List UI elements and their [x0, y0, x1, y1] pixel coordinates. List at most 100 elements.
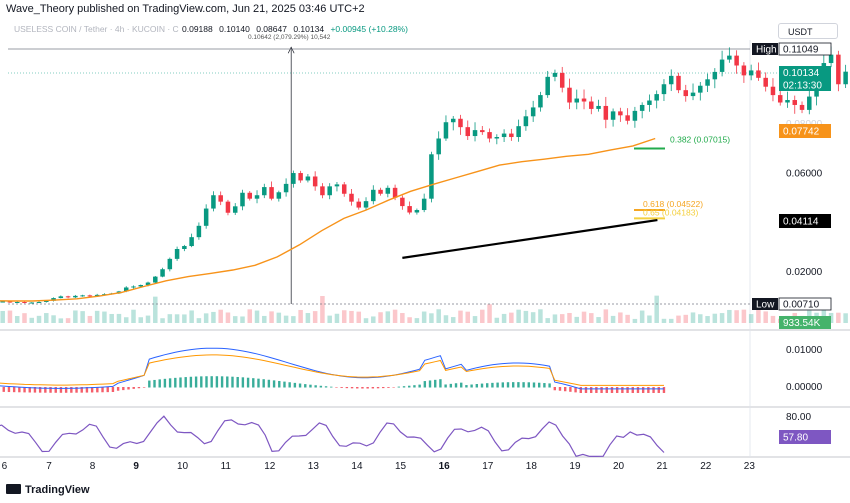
macd-histogram-bar: [402, 386, 406, 388]
x-tick-label: 7: [46, 461, 52, 472]
volume-bar: [334, 313, 340, 323]
volume-bar: [80, 311, 85, 323]
macd-histogram-bar: [345, 387, 349, 389]
trend-price-label: 0.04114: [783, 217, 819, 228]
volume-bar: [283, 315, 289, 323]
macd-histogram-bar: [168, 378, 172, 388]
macd-histogram-bar: [278, 380, 281, 388]
currency-selector[interactable]: USDT: [778, 23, 838, 39]
volume-bar: [458, 310, 463, 323]
candle: [603, 105, 609, 120]
macd-histogram-bar: [589, 387, 593, 393]
volume-bar: [799, 315, 805, 323]
macd-histogram-bar: [205, 376, 208, 388]
volume-bar: [87, 315, 93, 323]
volume-bar: [814, 312, 819, 323]
macd-histogram-bar: [298, 383, 302, 388]
candle: [218, 195, 223, 202]
measure-label: 0.10642 (2,079.29%) 10,542: [248, 34, 331, 41]
macd-histogram-bar: [428, 380, 432, 388]
candle: [211, 195, 216, 209]
volume-bar: [400, 313, 405, 323]
macd-histogram-bar: [272, 380, 276, 388]
candle: [625, 115, 630, 121]
macd-histogram-bar: [38, 387, 42, 393]
volume-bar: [443, 315, 449, 323]
candle: [836, 54, 841, 85]
macd-histogram-bar: [75, 387, 78, 393]
symbol-title[interactable]: USELESS COIN / Tether · 4h · KUCOIN · C: [14, 24, 179, 34]
volume-bar: [392, 309, 398, 323]
candle: [392, 187, 398, 198]
macd-histogram-bar: [96, 387, 99, 393]
candle: [262, 187, 267, 196]
macd-histogram-bar: [23, 387, 26, 393]
macd-histogram-bar: [179, 377, 182, 388]
macd-histogram-bar: [319, 385, 323, 388]
volume-bar: [7, 310, 13, 323]
macd-histogram-bar: [413, 385, 416, 388]
candle: [327, 186, 332, 196]
macd-histogram-bar: [158, 379, 161, 388]
volume-bar: [821, 304, 827, 323]
candle: [828, 54, 834, 64]
volume-bar: [65, 318, 71, 323]
macd-histogram-bar: [64, 387, 68, 393]
volume-bar: [836, 312, 841, 323]
rsi-value-label: 57.80: [783, 433, 808, 444]
candle: [247, 192, 253, 199]
macd-histogram-bar: [486, 383, 489, 388]
candle: [116, 291, 122, 294]
candle: [799, 104, 805, 110]
candle: [36, 302, 42, 304]
volume-bar: [705, 316, 710, 323]
macd-histogram-bar: [267, 379, 271, 388]
macd-histogram-bar: [392, 387, 395, 388]
macd-histogram-bar: [366, 387, 369, 389]
macd-histogram-bar: [506, 382, 510, 388]
candle: [414, 210, 420, 213]
volume-bar: [225, 312, 231, 323]
high-tag-bg: [752, 43, 778, 55]
macd-histogram-bar: [80, 387, 83, 393]
macd-histogram-bar: [116, 387, 120, 391]
macd-histogram-bar: [148, 380, 151, 388]
high-value-border: [778, 42, 832, 56]
candle: [770, 86, 776, 96]
high-value: 0.11049: [783, 45, 819, 56]
x-tick-label: 23: [744, 461, 756, 472]
candle: [516, 126, 521, 138]
low-tag-bg: [752, 298, 778, 310]
macd-histogram-bar: [142, 387, 146, 388]
candle: [596, 105, 601, 109]
x-tick-label: 21: [657, 461, 669, 472]
macd-histogram-bar: [49, 387, 52, 393]
volume-bar: [748, 314, 754, 323]
volume-bar: [174, 314, 180, 323]
macd-histogram-bar: [543, 383, 546, 388]
volume-bar: [719, 313, 725, 323]
volume-label: 933.54K: [783, 318, 821, 329]
macd-histogram-bar: [517, 382, 520, 388]
volume-bar: [36, 315, 42, 323]
candle: [29, 302, 35, 304]
measure-arrowhead: [287, 46, 295, 54]
price-tick: 0.02000: [786, 267, 823, 278]
candle: [240, 192, 245, 207]
macd-histogram-bar: [454, 383, 458, 388]
low-tag: Low: [756, 300, 775, 311]
volume-bar: [189, 310, 194, 323]
candle: [167, 258, 173, 270]
macd-histogram-bar: [293, 382, 297, 388]
low-value-border: [778, 297, 832, 311]
macd-histogram-bar: [340, 387, 343, 388]
macd-histogram-bar: [356, 387, 359, 389]
macd-histogram-bar: [465, 385, 468, 388]
macd-histogram-bar: [522, 382, 525, 388]
macd-histogram-bar: [215, 376, 219, 388]
candle: [639, 104, 645, 111]
macd-histogram-bar: [408, 385, 411, 388]
fib-label: 0.65 (0.04183): [643, 207, 698, 217]
candle: [225, 201, 231, 213]
